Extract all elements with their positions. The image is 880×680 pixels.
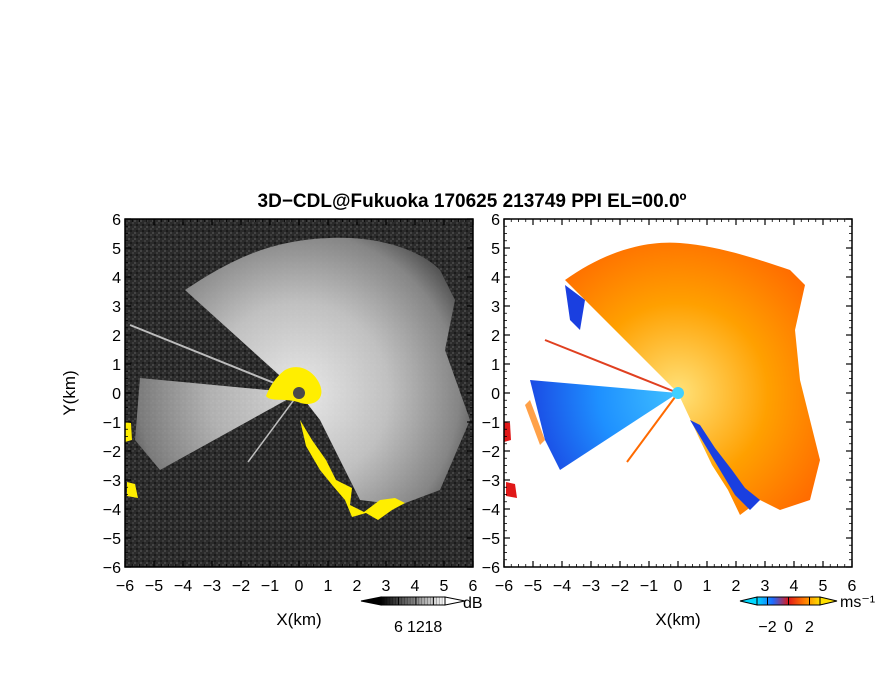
velocity-ytick-label: −4 xyxy=(482,502,500,519)
velocity-xtick-label: −2 xyxy=(611,578,629,595)
intensity-ytick-label: −6 xyxy=(103,560,121,577)
intensity-ytick-label: −2 xyxy=(103,444,121,461)
intensity-echo-sector xyxy=(185,237,470,505)
velocity-xtick-label: 0 xyxy=(674,578,683,595)
velocity-ytick-label: 3 xyxy=(491,299,500,316)
intensity-yellow-near xyxy=(266,367,322,405)
velocity-ticks: −6 −5 −4 −3 −2 −1 0 1 2 3 4 5 6 6 5 4 3 2 1 0 −1 −2 −3 −4 −5 −6 xyxy=(482,212,857,595)
velocity-xlabel: X(km) xyxy=(655,610,700,629)
velocity-colorbar-tick-label: 2 xyxy=(805,619,814,636)
velocity-ytick-label: −1 xyxy=(482,415,500,432)
intensity-colorbar-unit: dB xyxy=(463,595,483,612)
intensity-ytick-label: 6 xyxy=(112,212,121,229)
intensity-xtick-label: 6 xyxy=(469,578,478,595)
velocity-xtick-label: −6 xyxy=(495,578,513,595)
velocity-xtick-label: 6 xyxy=(848,578,857,595)
intensity-radar-site xyxy=(293,387,305,399)
intensity-field xyxy=(125,237,470,520)
velocity-radar-site xyxy=(672,387,684,399)
intensity-xtick-label: 0 xyxy=(295,578,304,595)
velocity-ytick-label: 5 xyxy=(491,241,500,258)
intensity-ytick-label: 2 xyxy=(112,328,121,345)
velocity-warm-sector xyxy=(565,242,820,515)
velocity-ytick-label: −5 xyxy=(482,531,500,548)
intensity-colorbar-ticks: 6 12 18 xyxy=(383,597,442,636)
velocity-panel: −6 −5 −4 −3 −2 −1 0 1 2 3 4 5 6 6 5 4 3 2 1 0 −1 −2 −3 −4 −5 −6 X… xyxy=(482,212,875,636)
velocity-xtick-label: −4 xyxy=(553,578,571,595)
velocity-ytick-label: 2 xyxy=(491,328,500,345)
intensity-beam-streak xyxy=(129,324,300,394)
velocity-xtick-label: 5 xyxy=(819,578,828,595)
intensity-yellow-west xyxy=(127,482,138,498)
velocity-colorbar-tick-label: 0 xyxy=(784,619,793,636)
intensity-xtick-label: 2 xyxy=(353,578,362,595)
intensity-colorbar-tick-label: 6 xyxy=(394,619,403,636)
intensity-xtick-label: 3 xyxy=(382,578,391,595)
intensity-xtick-label: −2 xyxy=(232,578,250,595)
intensity-ytick-label: 3 xyxy=(112,299,121,316)
velocity-ytick-label: 0 xyxy=(491,386,500,403)
intensity-xtick-label: 4 xyxy=(411,578,420,595)
intensity-ytick-label: −1 xyxy=(103,415,121,432)
velocity-ytick-label: 4 xyxy=(491,270,500,287)
intensity-ytick-label: −5 xyxy=(103,531,121,548)
velocity-blue-edge xyxy=(690,420,760,510)
velocity-red-west xyxy=(506,482,517,498)
intensity-yellow-west xyxy=(125,422,132,442)
velocity-colorbar: ms⁻¹ −2 0 2 xyxy=(739,594,875,636)
intensity-colorbar-tick-label: 12 xyxy=(407,619,425,636)
intensity-ytick-label: 1 xyxy=(112,357,121,374)
intensity-ytick-label: 5 xyxy=(112,241,121,258)
velocity-colorbar-tick-label: −2 xyxy=(758,619,776,636)
intensity-ytick-label: 4 xyxy=(112,270,121,287)
intensity-echo-west xyxy=(135,378,299,470)
intensity-ylabel: Y(km) xyxy=(60,370,79,415)
velocity-blue-sector xyxy=(530,380,678,470)
intensity-xtick-label: −1 xyxy=(261,578,279,595)
intensity-xlabel: X(km) xyxy=(276,610,321,629)
velocity-ytick-label: −2 xyxy=(482,444,500,461)
intensity-colorbar-high-extend xyxy=(444,596,466,606)
velocity-xtick-label: −3 xyxy=(582,578,600,595)
velocity-xtick-label: 1 xyxy=(703,578,712,595)
velocity-ytick-label: 1 xyxy=(491,357,500,374)
intensity-xtick-label: −6 xyxy=(116,578,134,595)
intensity-xtick-label: 5 xyxy=(440,578,449,595)
velocity-colorbar-low-extend xyxy=(739,596,758,606)
velocity-ytick-label: −6 xyxy=(482,560,500,577)
intensity-ytick-label: −3 xyxy=(103,473,121,490)
velocity-xtick-label: −1 xyxy=(640,578,658,595)
velocity-beam-streak xyxy=(626,392,679,463)
velocity-ytick-label: −3 xyxy=(482,473,500,490)
velocity-xtick-label: 2 xyxy=(732,578,741,595)
figure-title: 3D−CDL@Fukuoka 170625 213749 PPI EL=00.0… xyxy=(258,191,687,212)
velocity-colorbar-ticks: −2 0 2 xyxy=(758,597,814,636)
intensity-ticks: −6 −5 −4 −3 −2 −1 0 1 2 3 4 5 6 6 5 4 3 2 1 0 −1 −2 −3 −4 −5 −6 xyxy=(103,212,478,595)
velocity-ytick-label: 6 xyxy=(491,212,500,229)
velocity-beam-streak xyxy=(544,339,679,394)
velocity-field xyxy=(504,242,820,515)
velocity-orange-fringe xyxy=(525,400,545,445)
velocity-xtick-label: 3 xyxy=(761,578,770,595)
intensity-yellow-edge xyxy=(300,420,405,520)
velocity-colorbar-unit: ms⁻¹ xyxy=(840,594,875,611)
intensity-xtick-label: 1 xyxy=(324,578,333,595)
intensity-xtick-label: −3 xyxy=(203,578,221,595)
intensity-ytick-label: −4 xyxy=(103,502,121,519)
velocity-blue-edge xyxy=(565,285,585,330)
velocity-red-west xyxy=(504,422,511,442)
velocity-colorbar-high-extend xyxy=(819,596,838,606)
velocity-xtick-label: −5 xyxy=(524,578,542,595)
intensity-ytick-label: 0 xyxy=(112,386,121,403)
intensity-colorbar-tick-label: 18 xyxy=(424,619,442,636)
intensity-xtick-label: −5 xyxy=(145,578,163,595)
velocity-xtick-label: 4 xyxy=(790,578,799,595)
intensity-colorbar-low-extend xyxy=(360,596,382,606)
intensity-xtick-label: −4 xyxy=(174,578,192,595)
intensity-colorbar: dB 6 12 18 xyxy=(360,595,483,636)
intensity-beam-streak xyxy=(247,392,300,463)
